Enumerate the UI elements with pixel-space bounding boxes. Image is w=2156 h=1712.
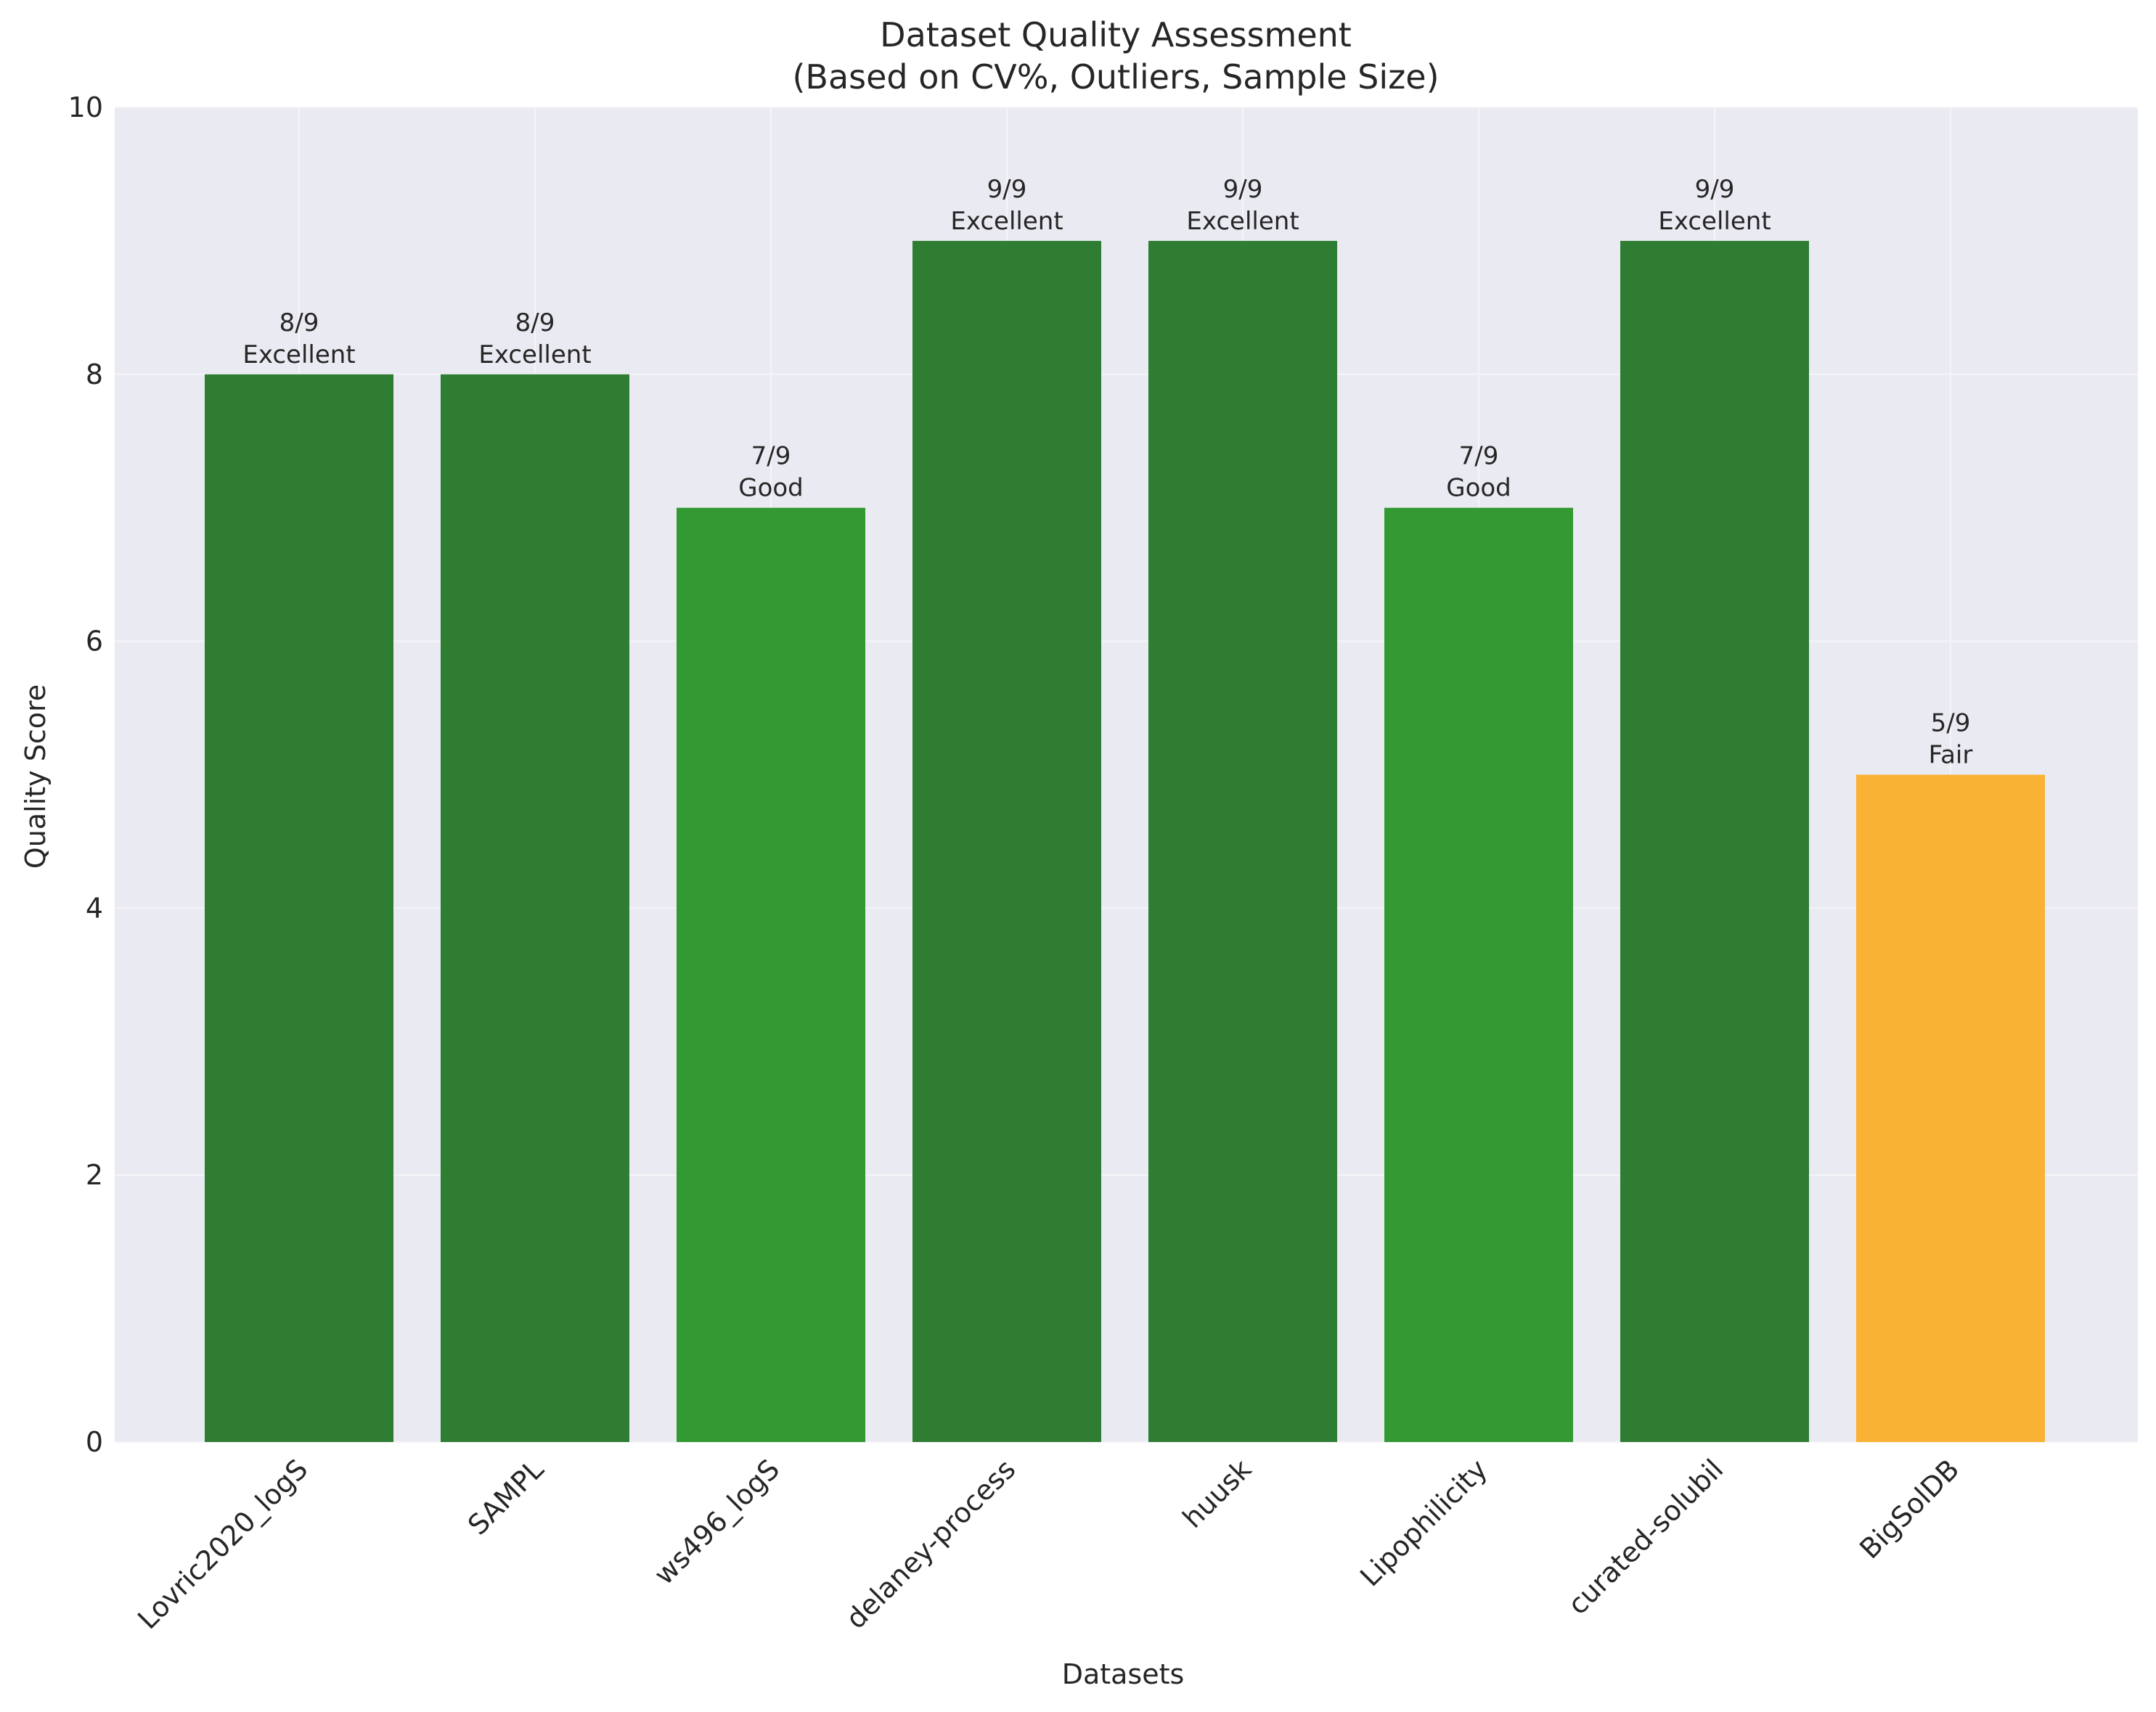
chart-title-line-2: (Based on CV%, Outliers, Sample Size) <box>792 57 1439 97</box>
bar-rating-label: Good <box>1446 474 1511 503</box>
y-tick-label: 8 <box>86 359 103 390</box>
plot-area <box>115 107 2138 1442</box>
bar-rating-label: Good <box>738 474 804 503</box>
bar-labels: 8/9 Excellent 8/9 Excellent 7/9 Good 9/9 Excell… <box>242 175 1972 770</box>
bar-huusk <box>1148 240 1337 1442</box>
bar-delaney-process <box>912 240 1101 1442</box>
bar-rating-label: Excellent <box>1186 207 1299 236</box>
bar-score-label: 8/9 <box>515 308 555 337</box>
y-tick-label: 10 <box>68 91 103 123</box>
y-axis-label: Quality Score <box>20 684 52 869</box>
bar-score-label: 8/9 <box>279 308 319 337</box>
bar-rating-label: Fair <box>1929 741 1973 770</box>
bar-Lovric2020_logS <box>205 374 393 1442</box>
bar-Lipophilicity <box>1384 507 1573 1443</box>
bar-rating-label: Excellent <box>950 207 1063 236</box>
y-tick-label: 0 <box>86 1426 103 1458</box>
bar-score-label: 9/9 <box>1695 175 1735 204</box>
bar-ws496_logS <box>677 507 865 1443</box>
y-tick-label: 4 <box>86 892 103 924</box>
bar-rating-label: Excellent <box>1658 207 1771 236</box>
bar-curated-solubil <box>1620 240 1809 1442</box>
bar-rating-label: Excellent <box>242 340 355 369</box>
chart-title-line-1: Dataset Quality Assessment <box>880 15 1352 54</box>
bar-score-label: 7/9 <box>751 442 791 471</box>
bar-SAMPL <box>441 374 629 1442</box>
y-tick-label: 6 <box>86 626 103 658</box>
bar-score-label: 5/9 <box>1931 709 1971 738</box>
bar-BigSolDB <box>1856 774 2045 1442</box>
bar-score-label: 9/9 <box>1223 175 1263 204</box>
bar-score-label: 9/9 <box>987 175 1027 204</box>
y-tick-label: 2 <box>86 1159 103 1191</box>
x-axis-label: Datasets <box>1062 1658 1185 1690</box>
bars <box>205 240 2045 1443</box>
y-axis-ticks: 0 2 4 6 8 10 <box>68 91 103 1458</box>
bar-score-label: 7/9 <box>1459 442 1499 471</box>
bar-rating-label: Excellent <box>478 340 591 369</box>
